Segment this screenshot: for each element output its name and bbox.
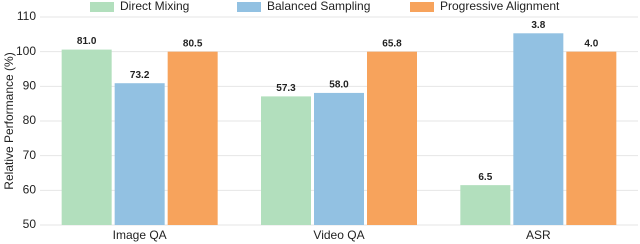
legend-swatch xyxy=(90,2,114,12)
bar xyxy=(367,51,417,225)
legend-label: Balanced Sampling xyxy=(267,0,370,13)
y-tick-label: 50 xyxy=(23,217,37,231)
bar xyxy=(114,83,165,225)
y-tick-label: 110 xyxy=(17,9,36,23)
value-label: 4.0 xyxy=(584,38,598,49)
x-tick-label: Video QA xyxy=(313,228,364,242)
legend-label: Direct Mixing xyxy=(120,0,189,13)
legend-swatch xyxy=(410,2,434,12)
value-label: 3.8 xyxy=(531,20,545,31)
y-tick-label: 70 xyxy=(23,148,37,162)
value-label: 65.8 xyxy=(382,38,402,49)
value-label: 57.3 xyxy=(276,83,296,94)
value-label: 73.2 xyxy=(130,70,150,81)
bar xyxy=(314,92,364,225)
y-tick-label: 60 xyxy=(23,183,37,197)
y-tick-label: 90 xyxy=(23,79,37,93)
bar xyxy=(261,96,311,226)
value-label: 6.5 xyxy=(478,172,492,183)
legend-label: Progressive Alignment xyxy=(440,0,560,13)
bar xyxy=(513,33,564,225)
bar xyxy=(566,51,617,225)
bar xyxy=(167,51,218,225)
y-tick-label: 100 xyxy=(16,44,36,58)
y-axis-label: Relative Performance (%) xyxy=(2,52,16,189)
x-tick-label: ASR xyxy=(526,228,551,242)
value-label: 58.0 xyxy=(329,80,349,91)
bar xyxy=(460,185,511,225)
value-label: 80.5 xyxy=(183,38,203,49)
bar xyxy=(61,49,112,225)
value-label: 81.0 xyxy=(77,36,97,47)
x-tick-label: Image QA xyxy=(113,228,167,242)
y-tick-label: 80 xyxy=(23,113,37,127)
legend-swatch xyxy=(237,2,261,12)
